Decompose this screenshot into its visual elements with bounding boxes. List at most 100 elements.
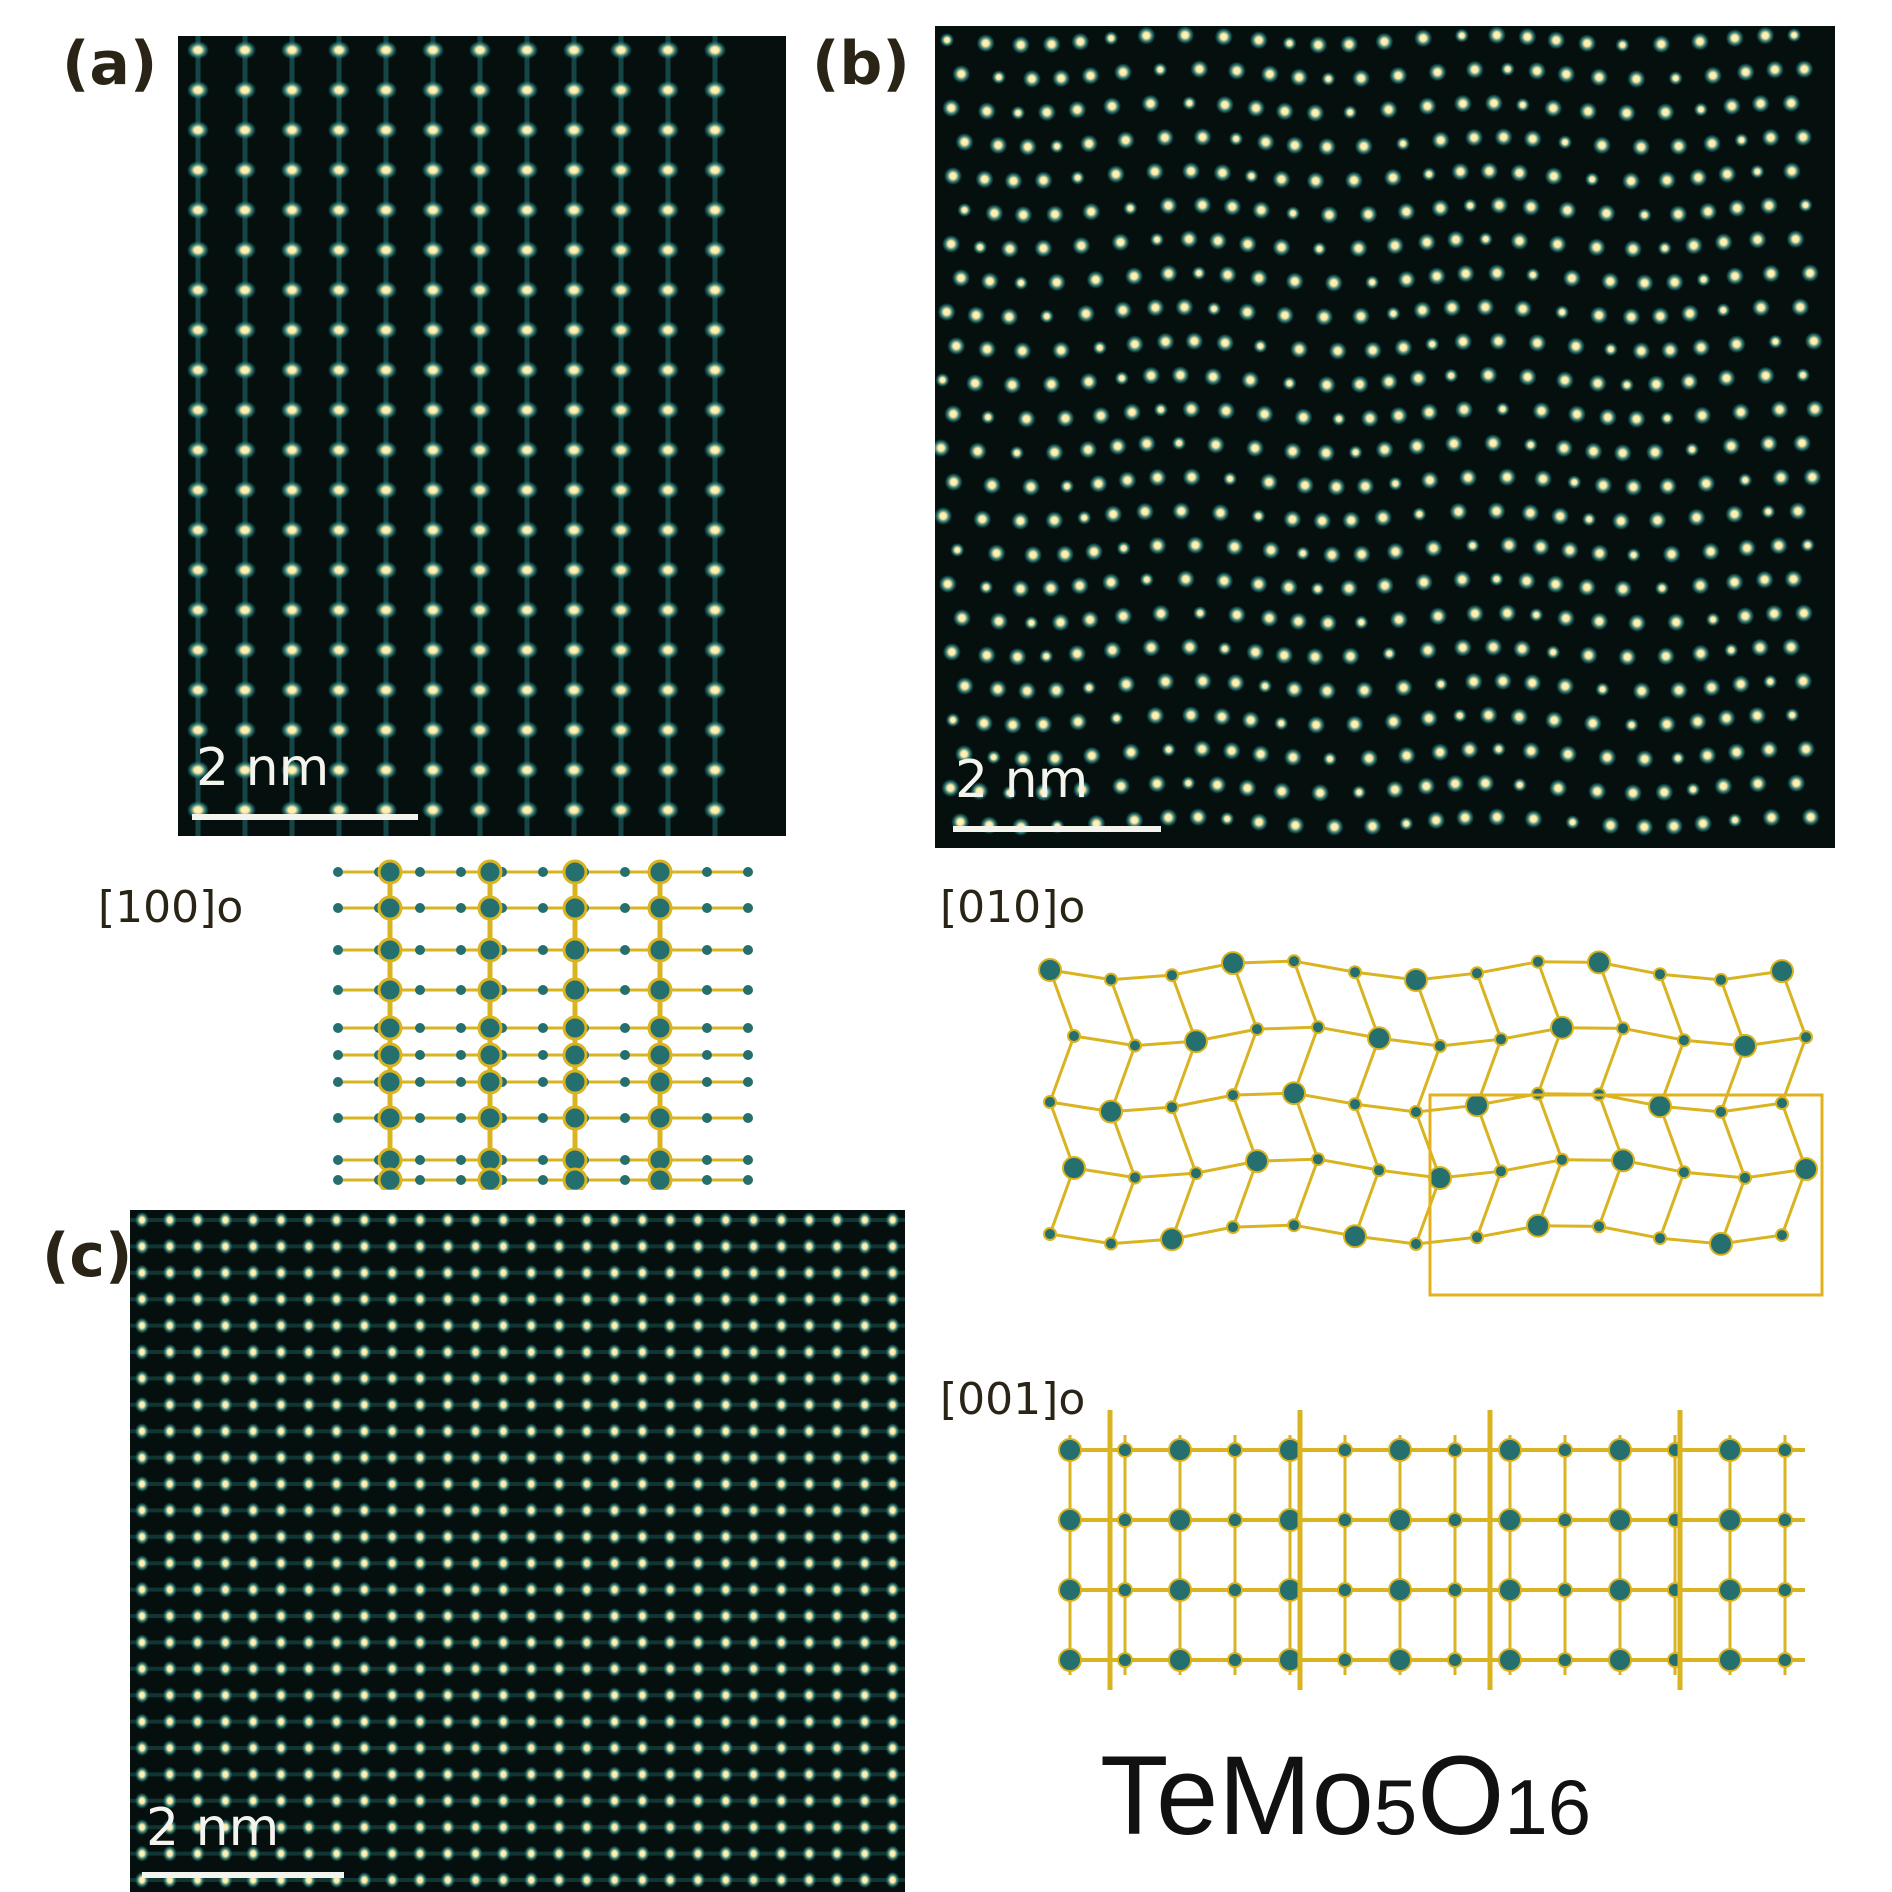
atom-spot <box>328 441 350 459</box>
atom-spot <box>1798 198 1813 213</box>
atom-spot <box>469 241 491 259</box>
atom-spot <box>1238 235 1257 254</box>
atom-spot <box>718 1555 733 1572</box>
atom-spot <box>1193 740 1212 759</box>
atom-spot <box>1011 105 1026 120</box>
atom-spot <box>1716 303 1731 318</box>
atom-spot <box>1460 740 1479 759</box>
atom-spot <box>1262 541 1280 560</box>
atom-spot <box>422 801 444 819</box>
atom-spot <box>1159 196 1178 215</box>
atom-spot <box>413 1660 427 1677</box>
atom-spot <box>1260 473 1278 492</box>
atom-spot <box>1045 511 1064 530</box>
atom-spot <box>1193 606 1208 621</box>
atom-spot <box>1156 672 1175 691</box>
atom-spot <box>1081 610 1099 629</box>
atom-spot <box>190 1370 205 1387</box>
atom-spot <box>635 1370 650 1387</box>
atom-spot <box>385 1476 400 1492</box>
atom-spot <box>1582 512 1597 527</box>
atom-spot <box>162 1713 177 1730</box>
atom-spot <box>1734 133 1749 148</box>
atom-spot <box>802 1819 817 1836</box>
atom-spot <box>1354 615 1369 630</box>
model-atom <box>1058 1578 1082 1602</box>
atom-spot <box>563 321 585 339</box>
atom-spot <box>1722 97 1741 116</box>
atom-spot <box>469 81 491 99</box>
atom-spot <box>1073 780 1091 799</box>
atom-spot <box>1651 307 1670 326</box>
atom-spot <box>635 1660 650 1677</box>
atom-spot <box>991 70 1006 85</box>
atom-spot <box>579 1528 594 1545</box>
atom-spot <box>718 1344 733 1360</box>
atom-spot <box>1622 308 1641 326</box>
model-bond <box>1292 960 1320 1028</box>
atom-spot <box>422 721 444 739</box>
atom-spot <box>413 1634 427 1651</box>
atom-spot <box>563 201 585 219</box>
atom-spot <box>802 1845 817 1862</box>
model-atom <box>743 1023 753 1033</box>
atom-spot <box>885 1291 900 1308</box>
atom-spot <box>1256 133 1275 152</box>
atom-spot <box>1794 672 1813 691</box>
model-atom <box>1616 1021 1630 1036</box>
atom-spot <box>1420 471 1439 490</box>
atom-spot <box>1218 265 1237 284</box>
atom-spot <box>1106 165 1125 184</box>
atom-spot <box>1624 478 1643 496</box>
model-metal-atom <box>562 895 588 921</box>
atom-spot <box>357 1476 372 1492</box>
atom-spot <box>1137 26 1156 45</box>
atom-spot <box>1279 578 1298 597</box>
atom-spot <box>1116 541 1131 556</box>
atom-spot <box>953 609 971 627</box>
atom-spot <box>234 601 256 619</box>
atom-spot <box>635 1740 650 1756</box>
atom-spot <box>610 281 632 299</box>
model-atom <box>743 1175 753 1185</box>
model-atom <box>1409 1105 1423 1119</box>
atom-spot <box>1161 742 1176 757</box>
atom-spot <box>1493 672 1512 691</box>
atom-spot <box>1488 808 1506 827</box>
panel-c-scale-bar <box>142 1872 344 1878</box>
atom-spot <box>218 1766 233 1783</box>
atom-spot <box>357 1396 372 1413</box>
atom-spot <box>281 401 303 419</box>
atom-spot <box>830 1264 844 1281</box>
atom-spot <box>246 1687 261 1704</box>
atom-spot <box>246 1317 261 1334</box>
atom-spot <box>610 641 632 659</box>
model-atom <box>333 1113 343 1123</box>
atom-spot <box>218 1317 233 1334</box>
atom-spot <box>1804 332 1823 351</box>
atom-spot <box>190 1792 205 1809</box>
atom-spot <box>607 1872 622 1888</box>
atom-spot <box>385 1344 400 1360</box>
atom-spot <box>135 1344 149 1360</box>
atom-spot <box>718 1819 733 1836</box>
atom-spot <box>663 1845 678 1862</box>
model-metal-atom <box>377 859 403 885</box>
atom-spot <box>1312 241 1327 256</box>
atom-spot <box>1464 672 1483 691</box>
atom-spot <box>328 41 350 59</box>
atom-spot <box>1342 511 1361 530</box>
atom-spot <box>357 1581 372 1598</box>
atom-spot <box>1489 332 1508 351</box>
model-atom <box>415 1023 425 1033</box>
atom-spot <box>663 1238 678 1255</box>
atom-spot <box>579 1581 594 1598</box>
atom-spot <box>1698 746 1717 765</box>
atom-spot <box>1034 715 1053 734</box>
atom-spot <box>704 441 726 459</box>
atom-spot <box>1319 613 1337 632</box>
atom-spot <box>1465 60 1484 79</box>
model-atom <box>1117 1652 1133 1668</box>
atom-spot <box>1229 131 1244 146</box>
atom-spot <box>1241 371 1260 390</box>
